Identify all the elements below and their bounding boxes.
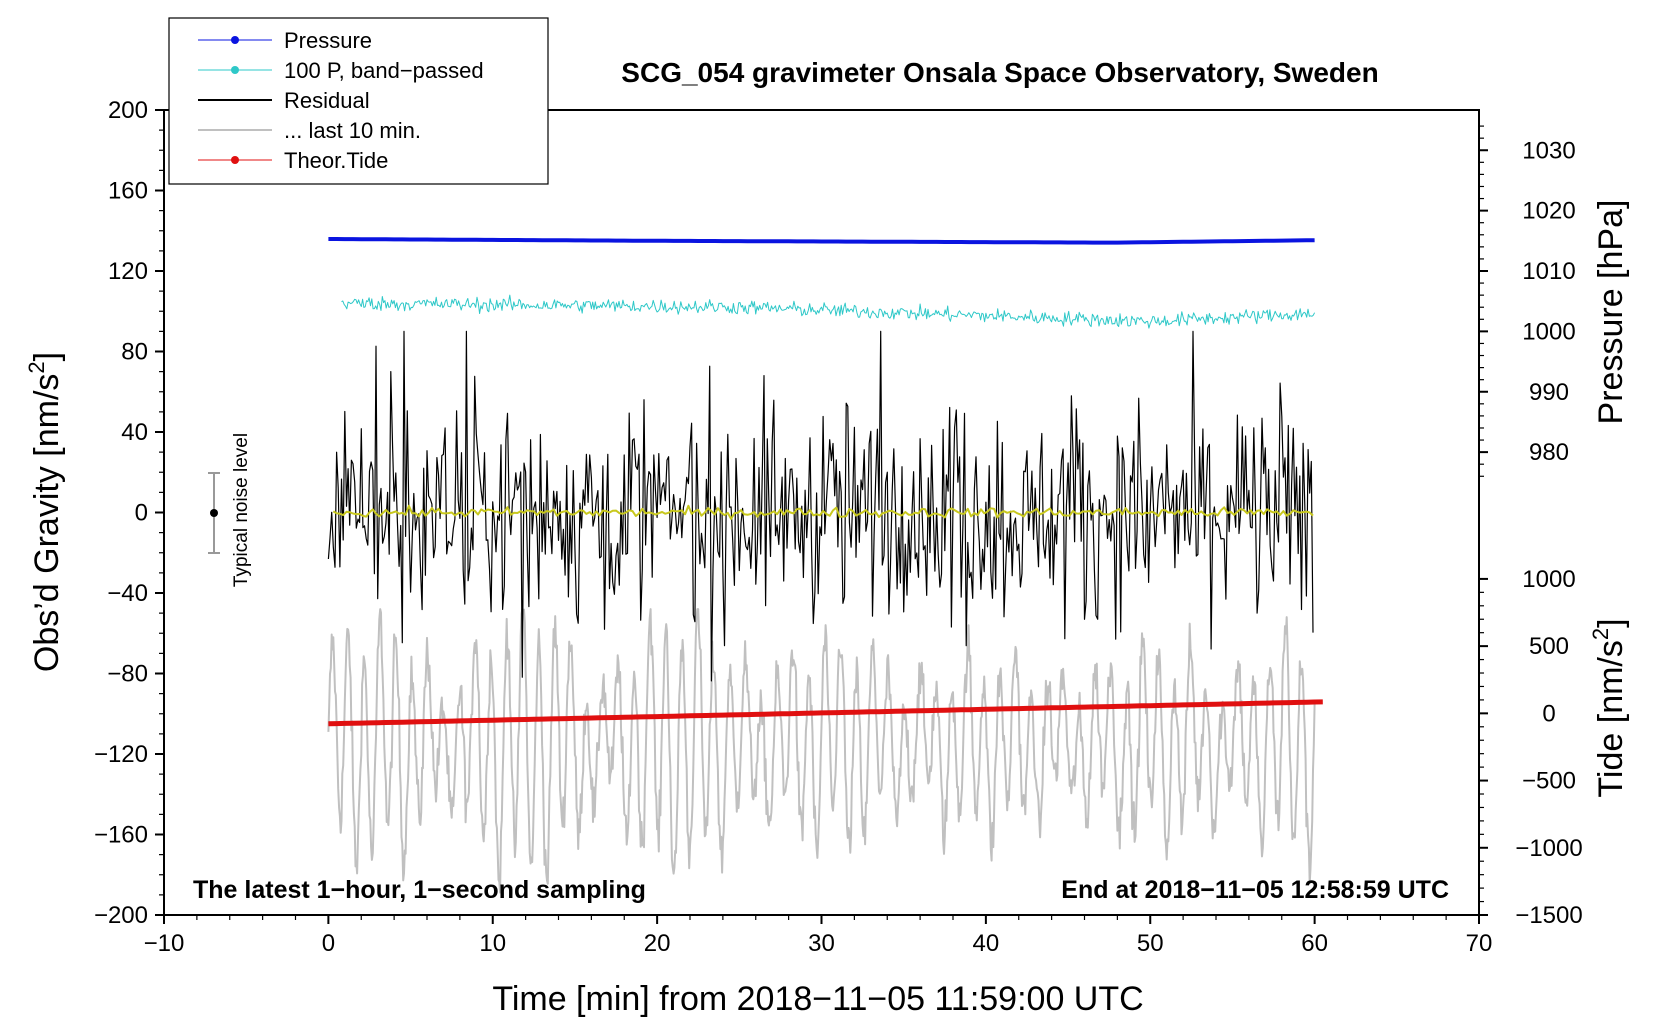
x-tick-label: 60 — [1301, 930, 1328, 957]
x-tick-label: 10 — [479, 930, 506, 957]
legend-marker — [231, 36, 239, 44]
y-tick-label: −40 — [107, 580, 148, 607]
legend-item: Theor.Tide — [198, 148, 388, 173]
y-tick-label: 0 — [135, 500, 148, 527]
series-pressure — [328, 237, 1315, 245]
legend-label: Pressure — [284, 28, 372, 53]
legend-label: Residual — [284, 88, 370, 113]
pressure-tick-label: 1010 — [1522, 258, 1575, 285]
tide-tick-label: 1000 — [1522, 566, 1575, 593]
tide-tick-label: 500 — [1529, 633, 1569, 660]
noise-label: Typical noise level — [231, 433, 252, 587]
tide-tick-label: −1500 — [1515, 902, 1582, 929]
x-tick-label: 0 — [322, 930, 335, 957]
y-tick-label: −120 — [94, 741, 148, 768]
x-tick-label: −10 — [144, 930, 185, 957]
legend-item: Pressure — [198, 28, 372, 53]
annotation-sampling: The latest 1−hour, 1−second sampling — [193, 876, 646, 904]
y-tick-label: −160 — [94, 822, 148, 849]
y-tick-label: 200 — [108, 97, 148, 124]
tide-tick-label: −1000 — [1515, 835, 1582, 862]
legend-item: 100 P, band−passed — [198, 58, 484, 83]
legend-label: ... last 10 min. — [284, 118, 421, 143]
pressure-tick-label: 1000 — [1522, 318, 1575, 345]
axis-ticks: −10 0 10 20 30 40 50 60 7020016012080400−40−80−1… — [94, 97, 1583, 957]
chart-title: SCG_054 gravimeter Onsala Space Observat… — [621, 57, 1378, 88]
y-tick-label: −80 — [107, 661, 148, 688]
pressure-tick-label: 1020 — [1522, 198, 1575, 225]
legend-marker — [231, 156, 239, 164]
x-axis-label: Time [min] from 2018−11−05 11:59:00 UTC — [492, 980, 1143, 1018]
x-tick-label: 40 — [973, 930, 1000, 957]
legend-item: ... last 10 min. — [198, 118, 421, 143]
y-tick-label: −200 — [94, 902, 148, 929]
y-axis-label-left: Obs’d Gravity [nm/s2] — [24, 352, 66, 672]
series-last-10-min — [327, 608, 1316, 894]
noise-bar-center — [210, 509, 218, 517]
x-tick-label: 20 — [644, 930, 671, 957]
legend-label: Theor.Tide — [284, 148, 388, 173]
x-tick-label: 50 — [1137, 930, 1164, 957]
tide-tick-label: 0 — [1542, 700, 1555, 727]
y-axis-label-pressure: Pressure [hPa] — [1592, 200, 1630, 425]
data-series — [327, 237, 1323, 894]
legend-item: Residual — [198, 88, 370, 113]
y-tick-label: 120 — [108, 258, 148, 285]
legend-label: 100 P, band−passed — [284, 58, 484, 83]
y-tick-label: 160 — [108, 178, 148, 205]
series-theoretical-tide — [328, 699, 1323, 727]
legend: Pressure 100 P, band−passed Residual ... la… — [168, 17, 549, 185]
x-tick-label: 30 — [808, 930, 835, 957]
y-axis-label-tide: Tide [nm/s2] — [1588, 618, 1630, 797]
pressure-tick-label: 1030 — [1522, 137, 1575, 164]
series-band-passed-pressure — [341, 294, 1316, 329]
tide-tick-label: −500 — [1522, 768, 1576, 795]
y-tick-label: 40 — [121, 419, 148, 446]
noise-level-indicator: Typical noise level — [208, 433, 252, 587]
pressure-tick-label: 980 — [1529, 439, 1569, 466]
pressure-tick-label: 990 — [1529, 379, 1569, 406]
annotation-end-time: End at 2018−11−05 12:58:59 UTC — [1061, 876, 1449, 904]
series-residual-smoothed — [332, 504, 1314, 520]
y-tick-label: 80 — [121, 339, 148, 366]
series-residual — [327, 330, 1314, 682]
legend-marker — [231, 66, 239, 74]
x-tick-label: 70 — [1466, 930, 1493, 957]
